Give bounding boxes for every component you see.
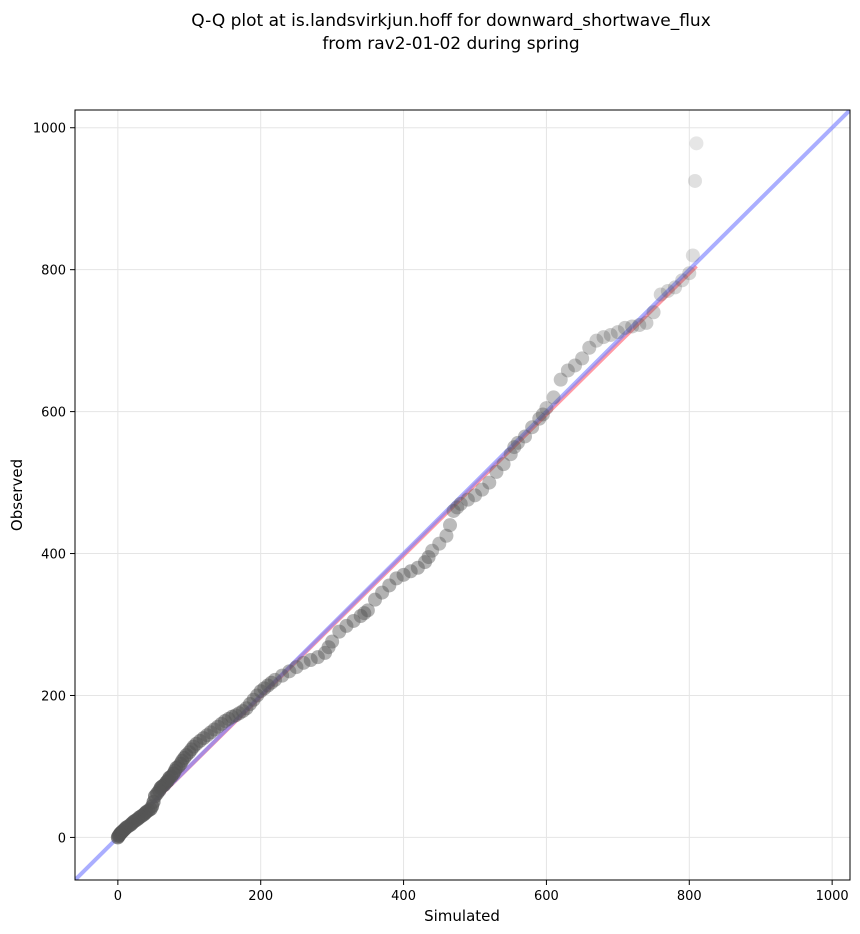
data-point — [360, 603, 375, 618]
data-point — [610, 325, 625, 340]
data-point — [560, 363, 575, 378]
data-point — [660, 283, 675, 298]
x-tick-label-400: 400 — [391, 889, 416, 904]
data-point — [403, 564, 418, 579]
x-tick-label-0: 0 — [114, 889, 122, 904]
grid-lines — [75, 110, 850, 880]
data-point — [535, 407, 550, 422]
data-point — [507, 440, 522, 455]
data-point — [589, 333, 604, 348]
data-point — [264, 675, 279, 690]
chart-subtitle: from rav2-01-02 during spring — [322, 34, 579, 54]
y-tick-label-800: 800 — [41, 264, 66, 279]
data-point — [375, 585, 390, 600]
y-tick-label-200: 200 — [41, 689, 66, 704]
data-point — [503, 447, 518, 462]
data-point — [475, 482, 490, 497]
data-point — [639, 315, 654, 330]
y-tick-label-600: 600 — [41, 406, 66, 421]
y-tick-label-0: 0 — [58, 831, 66, 846]
data-point — [346, 613, 361, 628]
data-point — [553, 372, 568, 387]
data-point — [675, 273, 690, 288]
data-point — [468, 488, 482, 503]
axis-ticks: 0 200 400 600 800 1000 0 200 400 600 800 1000 — [33, 122, 849, 904]
data-point — [525, 420, 540, 435]
data-points — [110, 136, 704, 845]
chart-title: Q-Q plot at is.landsvirkjun.hoff for dow… — [191, 11, 711, 31]
data-point — [450, 500, 465, 515]
data-point — [432, 536, 447, 551]
data-point — [646, 305, 661, 320]
data-point — [389, 571, 404, 586]
x-axis-label: Simulated — [424, 907, 500, 925]
data-point — [653, 287, 668, 302]
data-point — [496, 457, 511, 472]
data-point — [575, 351, 590, 366]
x-tick-label-200: 200 — [248, 889, 273, 904]
data-point — [275, 668, 290, 683]
data-point — [396, 567, 411, 582]
data-point — [296, 655, 311, 670]
x-tick-label-1000: 1000 — [816, 889, 849, 904]
data-point — [546, 390, 561, 405]
data-point — [353, 609, 368, 623]
data-point — [618, 320, 632, 335]
data-point — [685, 248, 700, 263]
reference-lines — [75, 110, 850, 880]
data-point — [688, 173, 702, 188]
data-point — [310, 650, 325, 665]
data-point — [357, 606, 372, 621]
data-point — [321, 640, 336, 655]
data-point — [303, 653, 318, 667]
data-point — [325, 634, 340, 649]
data-point — [682, 266, 697, 281]
data-point — [443, 518, 457, 533]
data-point — [339, 618, 354, 633]
data-point — [482, 475, 497, 490]
data-point — [532, 411, 547, 426]
data-point — [582, 340, 597, 355]
y-axis-label: Observed — [8, 459, 26, 531]
data-point — [518, 429, 532, 444]
y-tick-label-1000: 1000 — [33, 122, 66, 137]
data-point — [289, 660, 304, 675]
data-point — [668, 280, 682, 295]
data-point — [596, 330, 611, 345]
data-point — [625, 319, 640, 334]
data-point — [568, 358, 582, 373]
data-point — [453, 496, 468, 511]
data-point — [382, 578, 397, 593]
data-point — [439, 528, 454, 543]
data-point — [460, 492, 475, 507]
data-point — [689, 136, 704, 151]
x-tick-label-800: 800 — [677, 889, 702, 904]
data-point — [446, 503, 461, 518]
data-point — [368, 592, 382, 607]
data-point — [632, 318, 647, 333]
data-point — [425, 543, 440, 558]
identity-line — [75, 110, 850, 880]
data-point — [282, 664, 297, 679]
x-tick-label-600: 600 — [534, 889, 559, 904]
data-point — [421, 550, 436, 565]
data-point — [332, 624, 347, 639]
data-point — [318, 645, 332, 660]
y-tick-label-400: 400 — [41, 548, 66, 563]
data-point — [489, 464, 504, 479]
plot-frame — [74, 109, 851, 881]
data-point — [510, 435, 525, 450]
data-point — [268, 672, 282, 687]
data-point — [410, 560, 425, 575]
data-point — [603, 327, 618, 342]
data-point — [418, 555, 432, 570]
data-point — [539, 401, 554, 416]
